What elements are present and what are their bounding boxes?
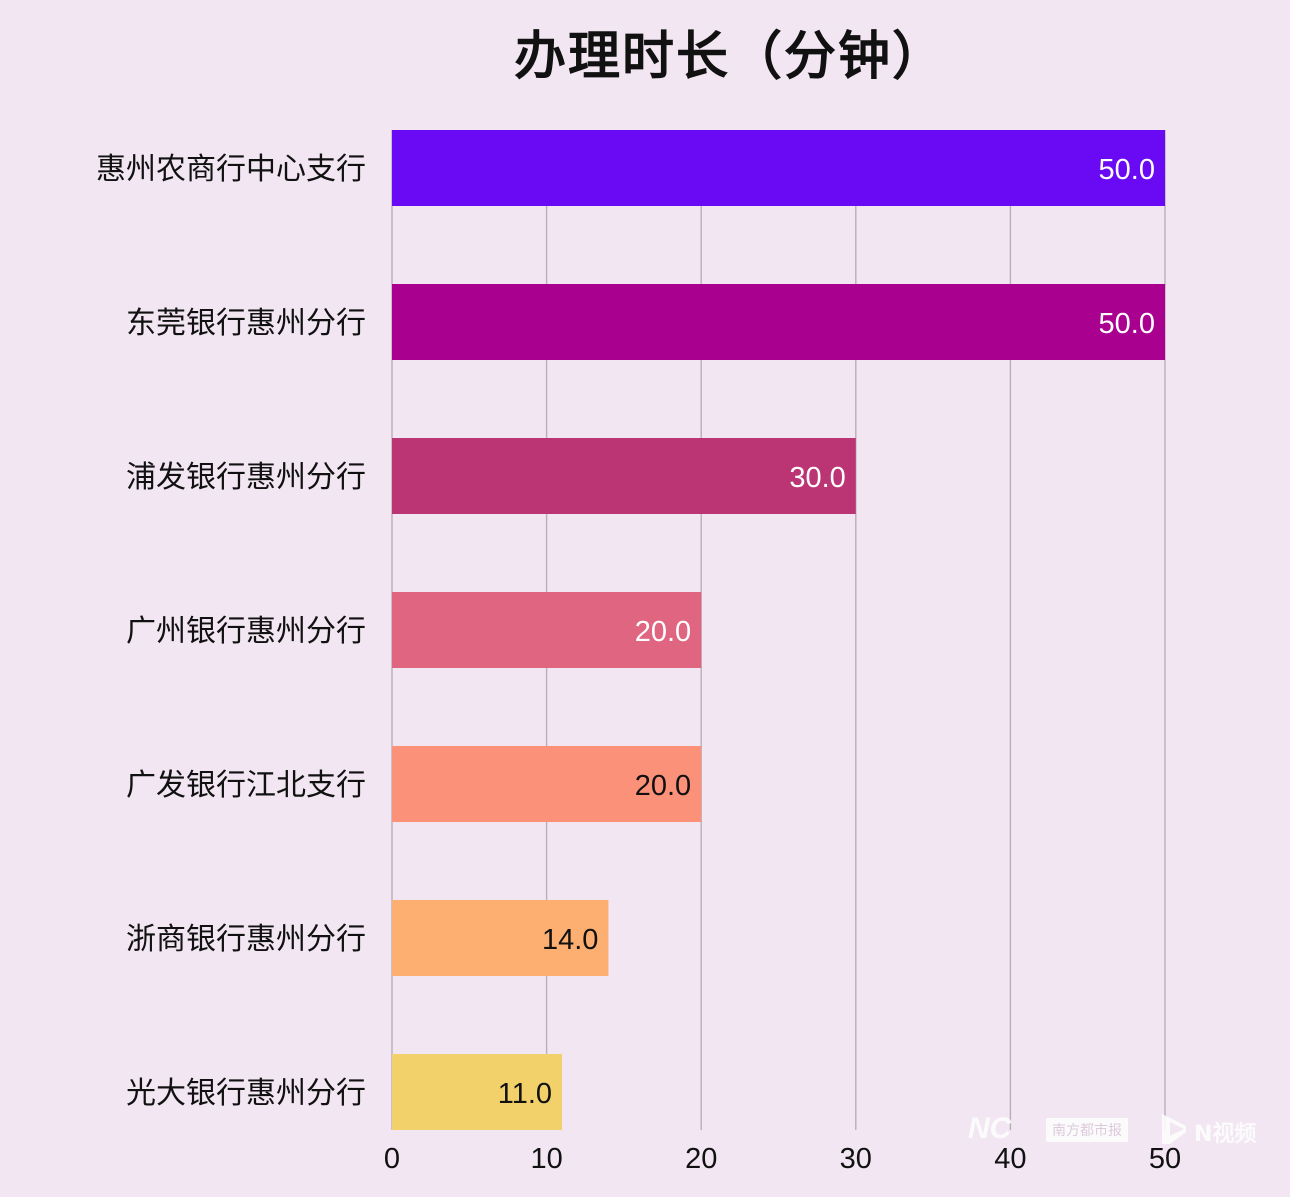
x-tick-label: 30: [840, 1143, 872, 1175]
category-label: 广州银行惠州分行: [126, 614, 366, 649]
category-label: 光大银行惠州分行: [126, 1076, 366, 1111]
x-tick-label: 40: [994, 1143, 1026, 1175]
category-label: 惠州农商行中心支行: [96, 152, 366, 187]
category-label: 浦发银行惠州分行: [126, 460, 366, 495]
bar: [392, 900, 609, 976]
bar: [392, 1054, 563, 1130]
x-tick-label: 0: [384, 1143, 400, 1175]
bar: [392, 438, 856, 514]
value-label: 30.0: [789, 462, 845, 494]
x-tick-label: 50: [1149, 1143, 1181, 1175]
value-label: 14.0: [542, 924, 598, 956]
value-label: 20.0: [635, 770, 691, 802]
video-logo-icon: [1162, 1114, 1186, 1144]
x-tick-label: 10: [530, 1143, 562, 1175]
bar: [392, 130, 1165, 206]
category-label: 广发银行江北支行: [126, 768, 366, 803]
watermark: NC 南方都市报 N视频: [968, 1108, 1268, 1158]
value-label: 50.0: [1099, 308, 1155, 340]
x-tick-label: 20: [685, 1143, 717, 1175]
bar: [392, 592, 702, 668]
bar: [392, 284, 1165, 360]
bar: [392, 746, 702, 822]
watermark-video-name: N视频: [1194, 1122, 1257, 1147]
category-label: 浙商银行惠州分行: [126, 922, 366, 957]
value-label: 11.0: [498, 1078, 552, 1110]
chart-title: 办理时长（分钟）: [513, 27, 946, 87]
watermark-brand: NC: [968, 1112, 1012, 1145]
value-label: 20.0: [635, 616, 691, 648]
watermark-paper-name: 南方都市报: [1046, 1118, 1128, 1142]
value-label: 50.0: [1099, 154, 1155, 186]
category-label: 东莞银行惠州分行: [126, 306, 366, 341]
